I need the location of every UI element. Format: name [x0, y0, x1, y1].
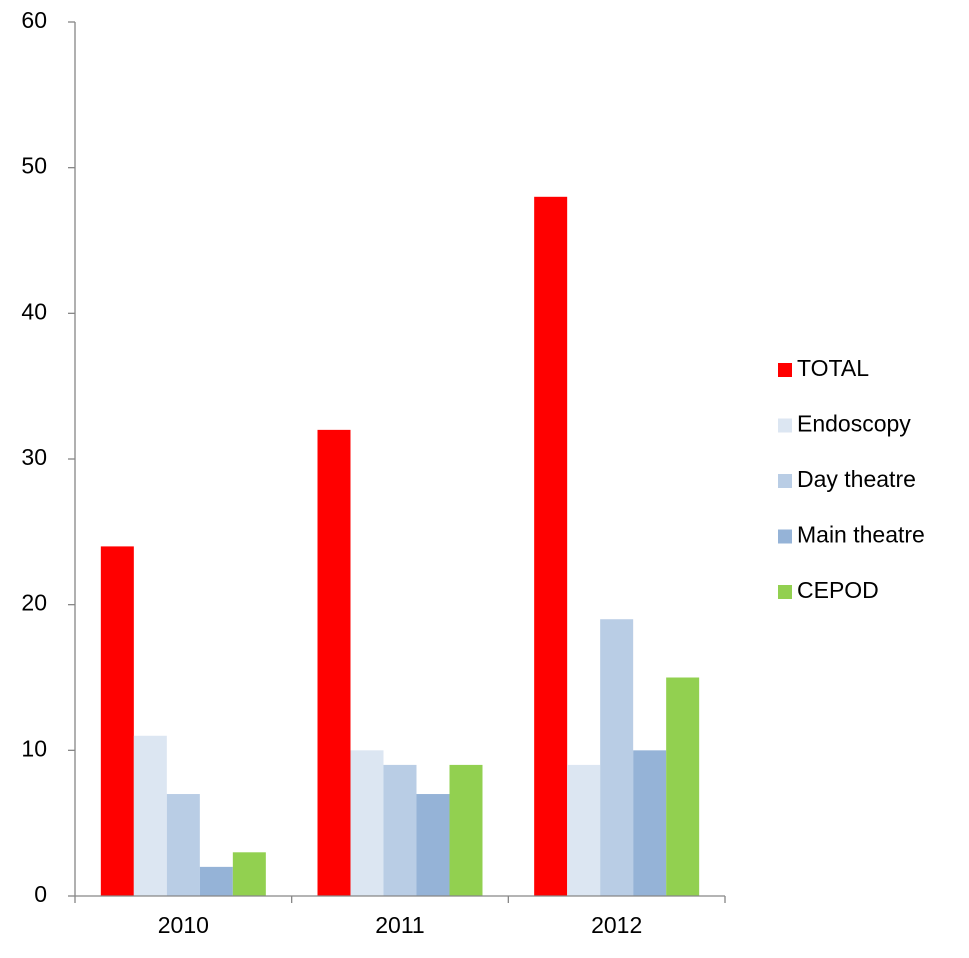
- bar: [666, 677, 700, 896]
- bar: [633, 750, 667, 896]
- bar: [232, 852, 266, 896]
- bar: [600, 619, 634, 896]
- y-tick-label: 20: [21, 590, 47, 616]
- legend-swatch: [778, 363, 792, 377]
- x-tick-label: 2011: [375, 912, 424, 938]
- legend-swatch: [778, 529, 792, 544]
- x-tick-label: 2010: [158, 912, 209, 938]
- legend-swatch: [778, 585, 792, 599]
- legend-swatch: [778, 418, 792, 433]
- legend-swatch: [778, 474, 792, 488]
- bar: [133, 735, 167, 896]
- x-tick-label: 2012: [591, 912, 642, 938]
- y-tick-label: 50: [21, 153, 47, 179]
- legend-label: Main theatre: [797, 522, 925, 548]
- y-tick-label: 30: [21, 444, 47, 470]
- bar: [383, 764, 417, 896]
- bar: [534, 196, 568, 897]
- y-tick-label: 0: [34, 881, 47, 907]
- bar: [317, 429, 351, 896]
- bar: [350, 750, 384, 896]
- legend-label: Day theatre: [797, 466, 916, 492]
- bar: [199, 866, 233, 896]
- y-tick-label: 10: [21, 735, 47, 761]
- bar: [567, 764, 601, 896]
- legend-label: Endoscopy: [797, 411, 911, 437]
- bar: [100, 546, 134, 896]
- legend-label: CEPOD: [797, 577, 879, 603]
- bar: [166, 794, 200, 896]
- y-tick-label: 40: [21, 298, 47, 324]
- legend-label: TOTAL: [797, 355, 869, 381]
- y-tick-label: 60: [21, 7, 47, 33]
- bar: [449, 764, 483, 896]
- bar: [416, 794, 450, 896]
